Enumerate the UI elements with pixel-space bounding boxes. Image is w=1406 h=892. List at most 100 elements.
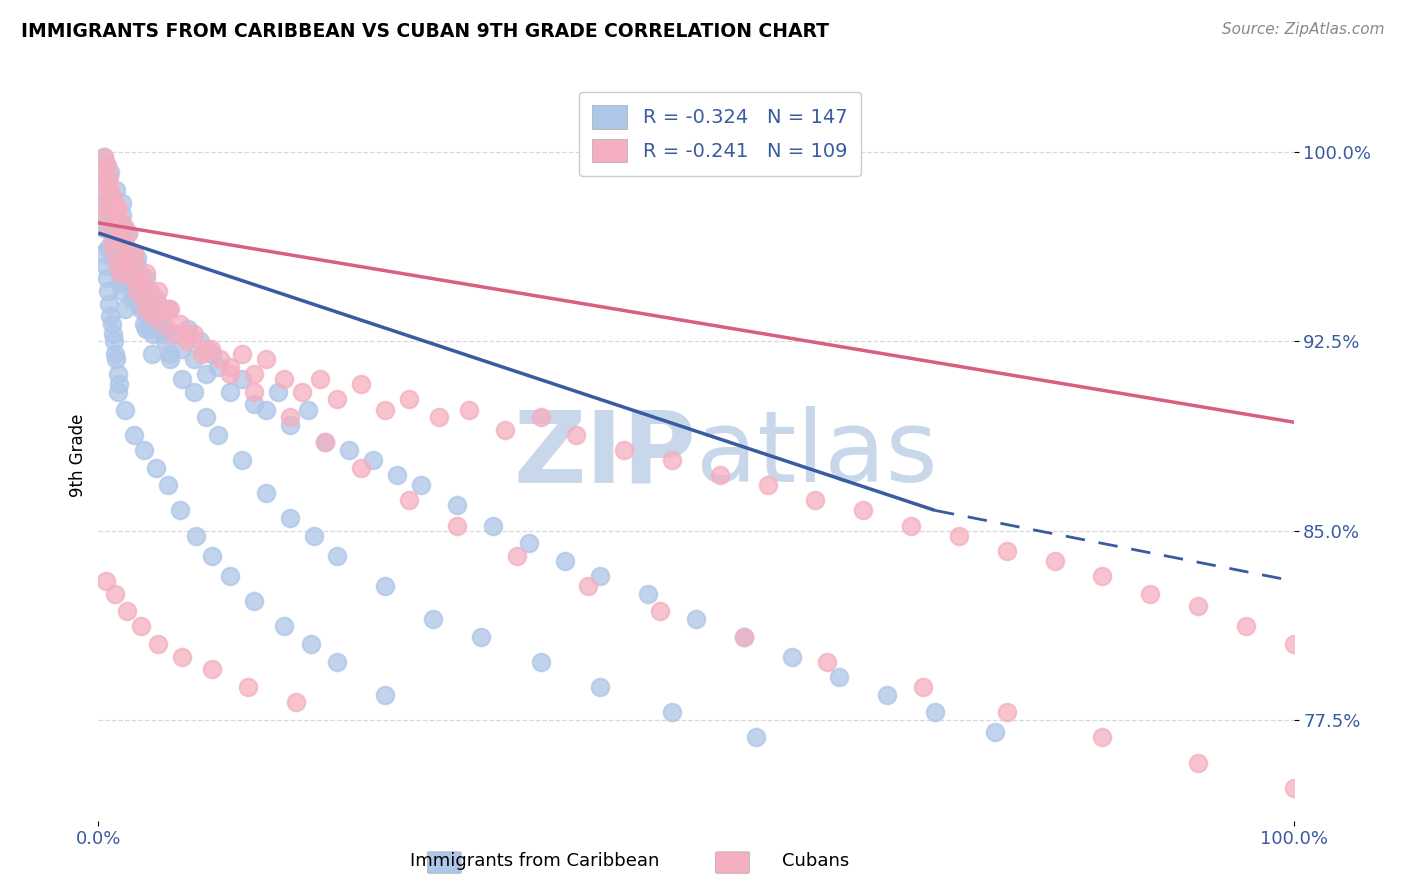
Point — [114, 301, 136, 316]
Point — [188, 334, 211, 349]
Text: ZIP: ZIP — [513, 407, 696, 503]
Point — [101, 195, 124, 210]
Point — [108, 259, 131, 273]
Point — [363, 453, 385, 467]
Point — [104, 201, 127, 215]
Point — [152, 317, 174, 331]
Point — [995, 705, 1018, 719]
Point — [315, 435, 337, 450]
Point — [98, 170, 121, 185]
Point — [163, 326, 186, 341]
Point — [145, 292, 167, 306]
Point — [132, 442, 155, 457]
Point — [152, 322, 174, 336]
Point — [685, 612, 707, 626]
Point — [107, 377, 129, 392]
Point — [458, 402, 481, 417]
Point — [159, 347, 181, 361]
Point — [124, 284, 146, 298]
Point — [1139, 587, 1161, 601]
Point — [326, 392, 349, 407]
Point — [114, 402, 136, 417]
Point — [115, 259, 138, 273]
Point — [481, 518, 505, 533]
Point — [104, 241, 127, 255]
Point — [852, 503, 875, 517]
Point — [98, 165, 122, 179]
Point — [96, 170, 118, 185]
Point — [350, 460, 373, 475]
Point — [231, 453, 253, 467]
Point — [148, 637, 170, 651]
Point — [153, 326, 176, 341]
Point — [125, 251, 148, 265]
Text: atlas: atlas — [696, 407, 938, 503]
Point — [385, 468, 409, 483]
Point — [101, 251, 124, 265]
Point — [924, 705, 946, 719]
Point — [156, 478, 179, 492]
Point — [121, 271, 143, 285]
Point — [326, 655, 349, 669]
Point — [129, 284, 152, 298]
Point — [107, 266, 129, 280]
Point — [911, 680, 934, 694]
Point — [111, 195, 134, 210]
Point — [117, 226, 139, 240]
Point — [148, 301, 170, 316]
Point — [207, 427, 229, 442]
Point — [114, 221, 136, 235]
Point — [115, 604, 138, 618]
Point — [398, 493, 420, 508]
Point — [219, 384, 242, 399]
Point — [100, 317, 122, 331]
Point — [183, 384, 205, 399]
Point — [176, 334, 198, 349]
Point — [1234, 619, 1257, 633]
Point — [733, 630, 755, 644]
Point — [107, 384, 129, 399]
Point — [108, 277, 131, 291]
Point — [948, 528, 970, 542]
Point — [554, 554, 576, 568]
Point — [177, 326, 200, 341]
Point — [115, 241, 138, 255]
Point — [278, 410, 301, 425]
Point — [1282, 780, 1305, 795]
Point — [219, 569, 242, 583]
Point — [297, 402, 319, 417]
Y-axis label: 9th Grade: 9th Grade — [69, 413, 87, 497]
Point — [94, 574, 117, 588]
Point — [733, 630, 755, 644]
Point — [134, 292, 156, 306]
Point — [530, 655, 553, 669]
Point — [103, 246, 125, 260]
Point — [96, 271, 118, 285]
Point — [273, 619, 295, 633]
Point — [243, 397, 266, 411]
Point — [97, 221, 120, 235]
Point — [129, 296, 152, 310]
Point — [117, 226, 139, 240]
Point — [138, 284, 160, 298]
Point — [201, 347, 224, 361]
Point — [101, 226, 124, 240]
Point — [1043, 554, 1066, 568]
Point — [98, 296, 121, 310]
Point — [201, 549, 224, 563]
Point — [145, 460, 167, 475]
Point — [637, 587, 659, 601]
Point — [1091, 731, 1114, 745]
Point — [110, 226, 132, 240]
Point — [98, 309, 122, 323]
Text: Immigrants from Caribbean: Immigrants from Caribbean — [409, 852, 659, 870]
Point — [97, 176, 120, 190]
Point — [191, 347, 214, 361]
Point — [97, 241, 120, 255]
Point — [98, 208, 122, 222]
Point — [142, 326, 165, 341]
Point — [984, 725, 1007, 739]
Point — [124, 427, 146, 442]
Point — [148, 296, 170, 310]
Point — [94, 176, 117, 190]
